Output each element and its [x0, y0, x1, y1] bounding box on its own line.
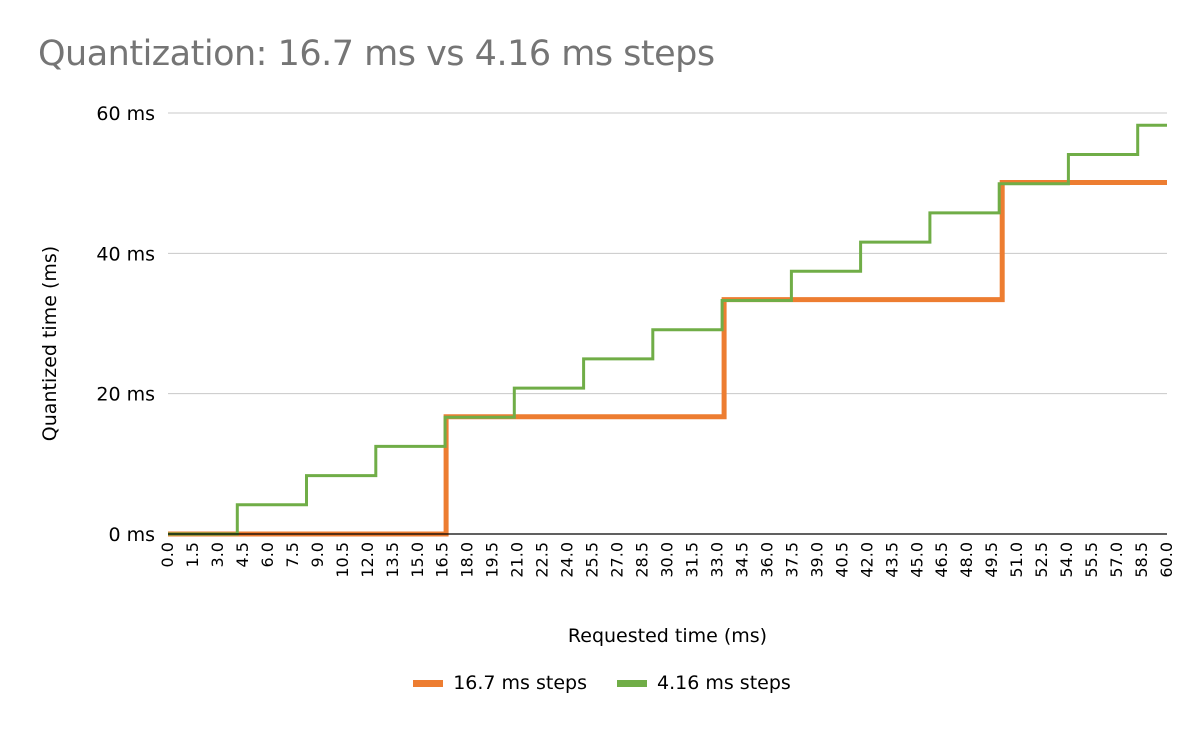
- legend: 16.7 ms steps 4.16 ms steps: [0, 672, 1204, 694]
- legend-label: 16.7 ms steps: [453, 672, 587, 694]
- x-tick-label: 34.5: [732, 542, 751, 578]
- x-tick-label: 54.0: [1057, 542, 1076, 578]
- x-tick-label: 49.5: [982, 542, 1001, 578]
- x-tick-label: 10.5: [333, 542, 352, 578]
- x-tick-label: 16.5: [433, 542, 452, 578]
- x-tick-label: 39.0: [807, 542, 826, 578]
- x-tick-label: 48.0: [957, 542, 976, 578]
- x-tick-label: 42.0: [857, 542, 876, 578]
- x-tick-label: 36.0: [757, 542, 776, 578]
- x-tick-label: 57.0: [1107, 542, 1126, 578]
- x-tick-label: 21.0: [508, 542, 527, 578]
- x-tick-label: 55.5: [1082, 542, 1101, 578]
- x-tick-label: 33.0: [707, 542, 726, 578]
- legend-label: 4.16 ms steps: [657, 672, 791, 694]
- series-line-4-16-ms: [168, 123, 1167, 536]
- y-tick-label: 40 ms: [96, 243, 155, 265]
- x-tick-label: 30.0: [658, 542, 677, 578]
- x-tick-label: 60.0: [1157, 542, 1176, 578]
- x-tick-label: 9.0: [308, 542, 327, 567]
- x-tick-label: 3.0: [208, 542, 227, 567]
- legend-item-4-16: 4.16 ms steps: [617, 672, 791, 694]
- x-tick-label: 1.5: [183, 542, 202, 567]
- y-tick-label: 60 ms: [96, 103, 155, 125]
- series-layer: [168, 123, 1167, 537]
- x-tick-label: 40.5: [832, 542, 851, 578]
- x-tick-label: 24.0: [558, 542, 577, 578]
- x-tick-label: 58.5: [1132, 542, 1151, 578]
- x-tick-label: 46.5: [932, 542, 951, 578]
- x-tick-label: 7.5: [283, 542, 302, 567]
- y-axis-title: Quantized time (ms): [39, 246, 61, 441]
- legend-swatch-green: [617, 679, 647, 687]
- x-tick-label: 4.5: [233, 542, 252, 567]
- x-tick-label: 22.5: [533, 542, 552, 578]
- series-line-16-7-ms: [168, 180, 1167, 537]
- y-tick-label: 0 ms: [108, 524, 155, 546]
- gridlines: [168, 112, 1167, 395]
- x-tick-label: 18.0: [458, 542, 477, 578]
- x-tick-label: 31.5: [682, 542, 701, 578]
- chart-title: Quantization: 16.7 ms vs 4.16 ms steps: [38, 34, 715, 74]
- x-tick-label: 0.0: [158, 542, 177, 567]
- x-tick-label: 43.5: [882, 542, 901, 578]
- x-tick-label: 12.0: [358, 542, 377, 578]
- x-tick-label: 52.5: [1032, 542, 1051, 578]
- x-tick-label: 51.0: [1007, 542, 1026, 578]
- x-tick-label: 25.5: [583, 542, 602, 578]
- x-axis-title: Requested time (ms): [568, 625, 767, 647]
- x-axis-ticks: 0.0 1.5 3.0 4.5 6.0 7.5 9.0 10.5 12.0 13.5 15.0 16.…: [158, 542, 1176, 578]
- y-axis-ticks: 0 ms 20 ms 40 ms 60 ms: [96, 103, 155, 546]
- x-tick-label: 6.0: [258, 542, 277, 567]
- x-tick-label: 19.5: [483, 542, 502, 578]
- x-tick-label: 37.5: [782, 542, 801, 578]
- x-tick-label: 15.0: [408, 542, 427, 578]
- y-tick-label: 20 ms: [96, 384, 155, 406]
- x-tick-label: 45.0: [907, 542, 926, 578]
- x-tick-label: 27.0: [608, 542, 627, 578]
- legend-swatch-orange: [413, 679, 444, 687]
- x-tick-label: 13.5: [383, 542, 402, 578]
- x-tick-label: 28.5: [633, 542, 652, 578]
- legend-item-16-7: 16.7 ms steps: [413, 672, 587, 694]
